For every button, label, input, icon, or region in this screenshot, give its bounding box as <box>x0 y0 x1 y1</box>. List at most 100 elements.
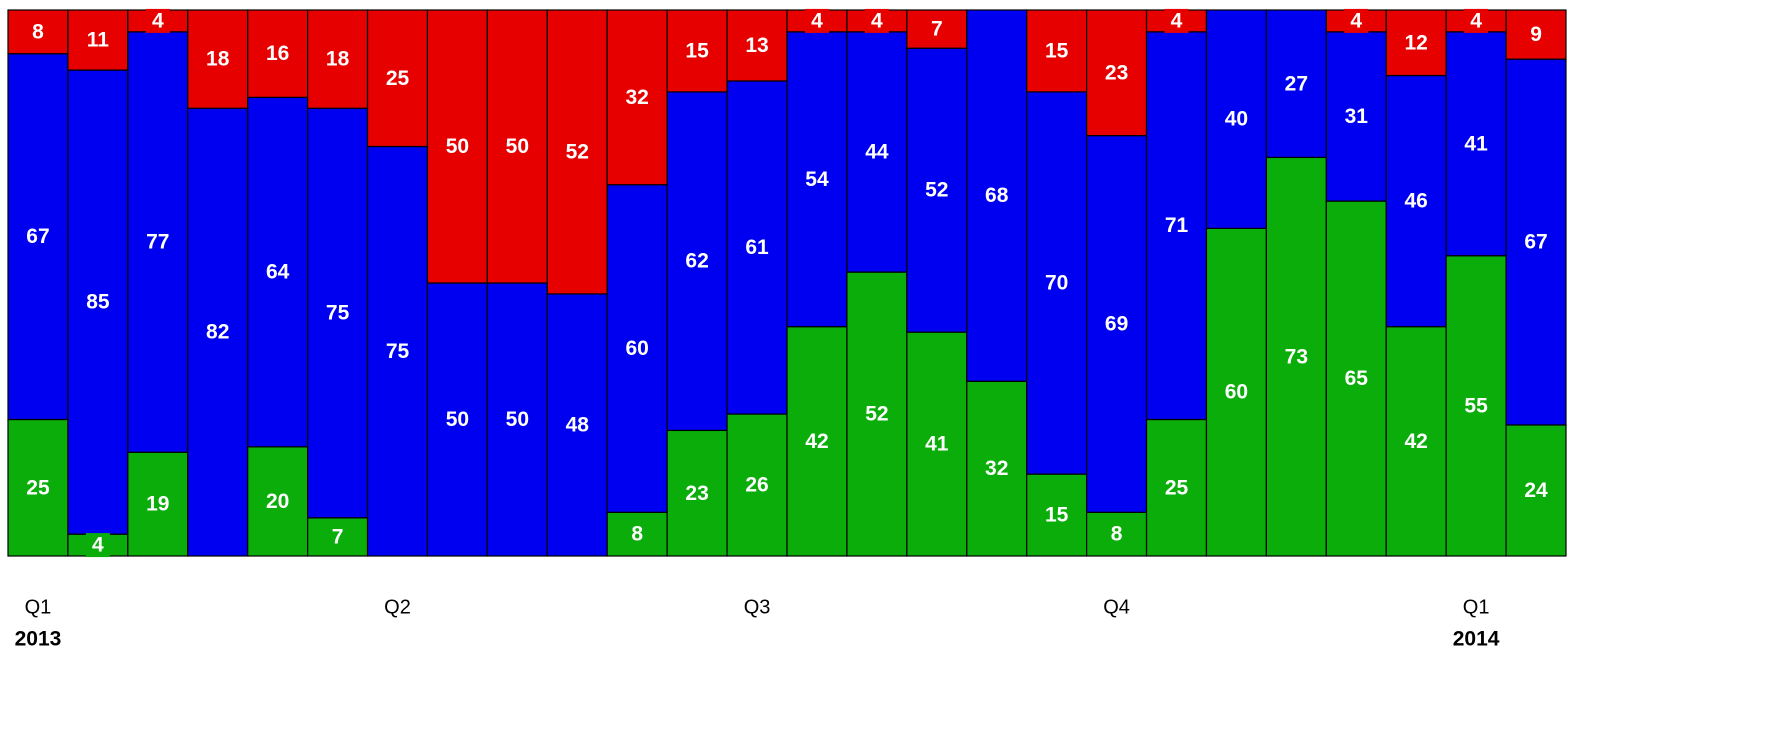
bar-segment <box>726 80 788 415</box>
value-label: 50 <box>506 135 529 158</box>
value-label: 48 <box>566 414 590 437</box>
value-label: 26 <box>745 474 768 497</box>
bar-segment <box>247 446 309 557</box>
value-label: 31 <box>1345 105 1369 128</box>
value-label: 44 <box>865 141 889 164</box>
value-label: 18 <box>326 48 350 71</box>
value-label: 52 <box>566 141 589 164</box>
bar-segment <box>666 91 728 432</box>
value-label: 52 <box>865 403 888 426</box>
x-tick-label: Q4 <box>1103 596 1130 618</box>
value-label: 41 <box>1464 132 1488 155</box>
value-label: 23 <box>685 482 708 505</box>
x-tick-label: Q2 <box>384 596 411 618</box>
value-label: 9 <box>1530 23 1542 46</box>
value-label: 23 <box>1105 61 1128 84</box>
bar-segment <box>67 69 129 535</box>
value-label: 75 <box>326 302 350 325</box>
value-label: 54 <box>805 168 829 191</box>
bar-segment <box>666 9 728 93</box>
value-label: 24 <box>1524 479 1548 502</box>
bar-segment <box>1205 227 1267 557</box>
value-label: 27 <box>1285 72 1308 95</box>
bar-segment <box>247 96 309 448</box>
bar-segment <box>187 9 249 109</box>
bar-segment <box>1026 9 1088 93</box>
value-label: 8 <box>1111 523 1123 546</box>
bar-segment <box>606 9 668 186</box>
value-label: 50 <box>446 135 469 158</box>
value-label: 7 <box>931 18 943 41</box>
bar-segment <box>1205 9 1267 229</box>
value-label: 40 <box>1225 108 1248 131</box>
value-label: 25 <box>1165 476 1189 499</box>
year-label: 2014 <box>1453 628 1500 651</box>
label-box <box>1344 8 1369 33</box>
value-label: 62 <box>685 250 708 273</box>
bar-segment <box>1325 31 1387 202</box>
value-label: 67 <box>26 225 49 248</box>
bar-segment <box>1086 511 1148 557</box>
value-label: 4 <box>152 9 164 32</box>
bar-segment <box>307 517 369 557</box>
value-label: 18 <box>206 48 230 71</box>
bar-segment <box>7 53 69 421</box>
bar-segment <box>546 9 608 295</box>
x-tick-label: Q1 <box>25 596 52 618</box>
bar-segment <box>1086 134 1148 513</box>
label-box <box>804 8 829 33</box>
label-box <box>145 8 170 33</box>
bar-segment <box>307 107 369 519</box>
value-label: 4 <box>92 534 104 557</box>
x-tick-label: Q3 <box>744 596 771 618</box>
value-label: 70 <box>1045 272 1068 295</box>
bar-segment <box>127 451 189 557</box>
value-label: 8 <box>631 523 643 546</box>
value-label: 77 <box>146 231 169 254</box>
value-label: 15 <box>1045 504 1069 527</box>
label-box <box>1464 8 1489 33</box>
bar-segment <box>127 31 189 453</box>
value-label: 20 <box>266 490 289 513</box>
value-label: 41 <box>925 433 949 456</box>
bar-segment <box>187 107 249 557</box>
value-label: 4 <box>1171 9 1183 32</box>
value-label: 4 <box>871 9 883 32</box>
value-label: 12 <box>1405 31 1428 54</box>
value-label: 7 <box>332 525 344 548</box>
value-label: 4 <box>811 9 823 32</box>
value-label: 61 <box>745 236 769 259</box>
value-label: 55 <box>1464 394 1488 417</box>
bar-segment <box>906 47 968 333</box>
bar-segment <box>1026 473 1088 557</box>
value-label: 32 <box>626 86 649 109</box>
value-label: 8 <box>32 20 44 43</box>
value-label: 4 <box>1350 9 1362 32</box>
value-label: 69 <box>1105 312 1128 335</box>
value-label: 42 <box>1405 430 1428 453</box>
value-label: 15 <box>685 39 709 62</box>
bar-segment <box>366 9 429 148</box>
value-label: 65 <box>1345 367 1369 390</box>
value-label: 15 <box>1045 39 1069 62</box>
label-box <box>1164 8 1189 33</box>
value-label: 25 <box>26 476 50 499</box>
bar-segment <box>1505 58 1567 426</box>
value-label: 13 <box>745 34 768 57</box>
bar-segment <box>726 9 788 82</box>
value-label: 52 <box>925 179 948 202</box>
value-label: 25 <box>386 67 410 90</box>
value-label: 32 <box>985 457 1008 480</box>
bar-segment <box>1265 9 1327 159</box>
bar-segment <box>486 9 548 284</box>
bar-segment <box>247 9 309 98</box>
value-label: 71 <box>1165 214 1189 237</box>
bar-segment <box>1265 156 1327 557</box>
value-label: 4 <box>1470 9 1482 32</box>
bar-segment <box>906 331 968 557</box>
value-label: 46 <box>1405 190 1428 213</box>
bar-segment <box>1385 74 1447 328</box>
value-label: 50 <box>446 408 469 431</box>
bar-segment <box>726 413 788 557</box>
